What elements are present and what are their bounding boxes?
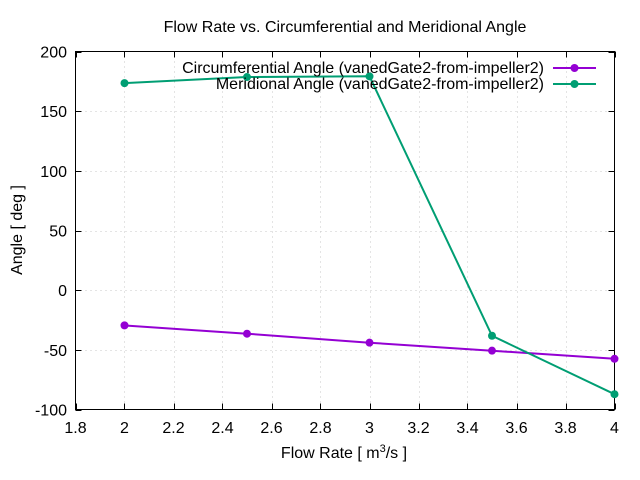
chart-title: Flow Rate vs. Circumferential and Meridi…	[164, 19, 527, 36]
x-tick-label: 3.4	[456, 420, 478, 437]
x-tick-label: 3.8	[554, 420, 576, 437]
data-point	[610, 390, 619, 399]
x-tick-labels: 1.8 2 2.2 2.4 2.6 2.8 3 3.2 3.4 3.6 3.8 4	[64, 420, 619, 437]
series-circumferential	[120, 321, 619, 363]
legend-marker	[570, 80, 579, 88]
x-axis-label: Flow Rate [ m3/s ]	[281, 443, 407, 462]
x-tick-label: 3.2	[407, 420, 429, 437]
legend-label: Meridional Angle (vanedGate2-from-impell…	[216, 76, 544, 93]
y-tick-label: 0	[58, 283, 67, 300]
y-tick-label: -100	[35, 403, 67, 420]
y-tick-label: -50	[44, 343, 67, 360]
data-point	[488, 346, 496, 355]
legend-label: Circumferential Angle (vanedGate2-from-i…	[182, 60, 544, 77]
ticks	[75, 51, 616, 411]
data-point	[488, 331, 496, 340]
data-point	[243, 329, 251, 338]
data-point	[243, 73, 251, 82]
y-tick-label: 50	[49, 224, 67, 241]
y-axis-label: Angle [ deg ]	[9, 185, 26, 275]
x-tick-label: 4	[610, 420, 619, 437]
x-axis-label-prefix: Flow Rate [ m	[281, 445, 380, 462]
plot-frame	[75, 51, 615, 410]
x-tick-label: 2.2	[162, 420, 184, 437]
legend-marker	[570, 64, 579, 72]
y-tick-label: 150	[40, 104, 67, 121]
x-tick-label: 2.8	[309, 420, 331, 437]
data-point	[365, 72, 374, 81]
x-axis-label-suffix: /s ]	[386, 445, 407, 462]
x-axis-label-sup: 3	[380, 443, 386, 455]
x-tick-label: 2.4	[211, 420, 233, 437]
x-tick-label: 2	[120, 420, 129, 437]
x-tick-label: 3	[365, 420, 374, 437]
data-point	[365, 338, 374, 347]
x-tick-label: 1.8	[64, 420, 86, 437]
data-point	[120, 321, 129, 330]
series-meridional	[120, 72, 619, 399]
data-point	[120, 79, 129, 88]
y-tick-labels: -100 -50 0 50 100 150 200	[35, 45, 67, 420]
data-point	[610, 354, 619, 363]
x-tick-label: 2.6	[260, 420, 282, 437]
x-tick-label: 3.6	[505, 420, 527, 437]
series-group	[120, 72, 619, 399]
y-tick-label: 200	[40, 45, 67, 62]
legend: Circumferential Angle (vanedGate2-from-i…	[182, 60, 596, 93]
y-tick-label: 100	[40, 164, 67, 181]
